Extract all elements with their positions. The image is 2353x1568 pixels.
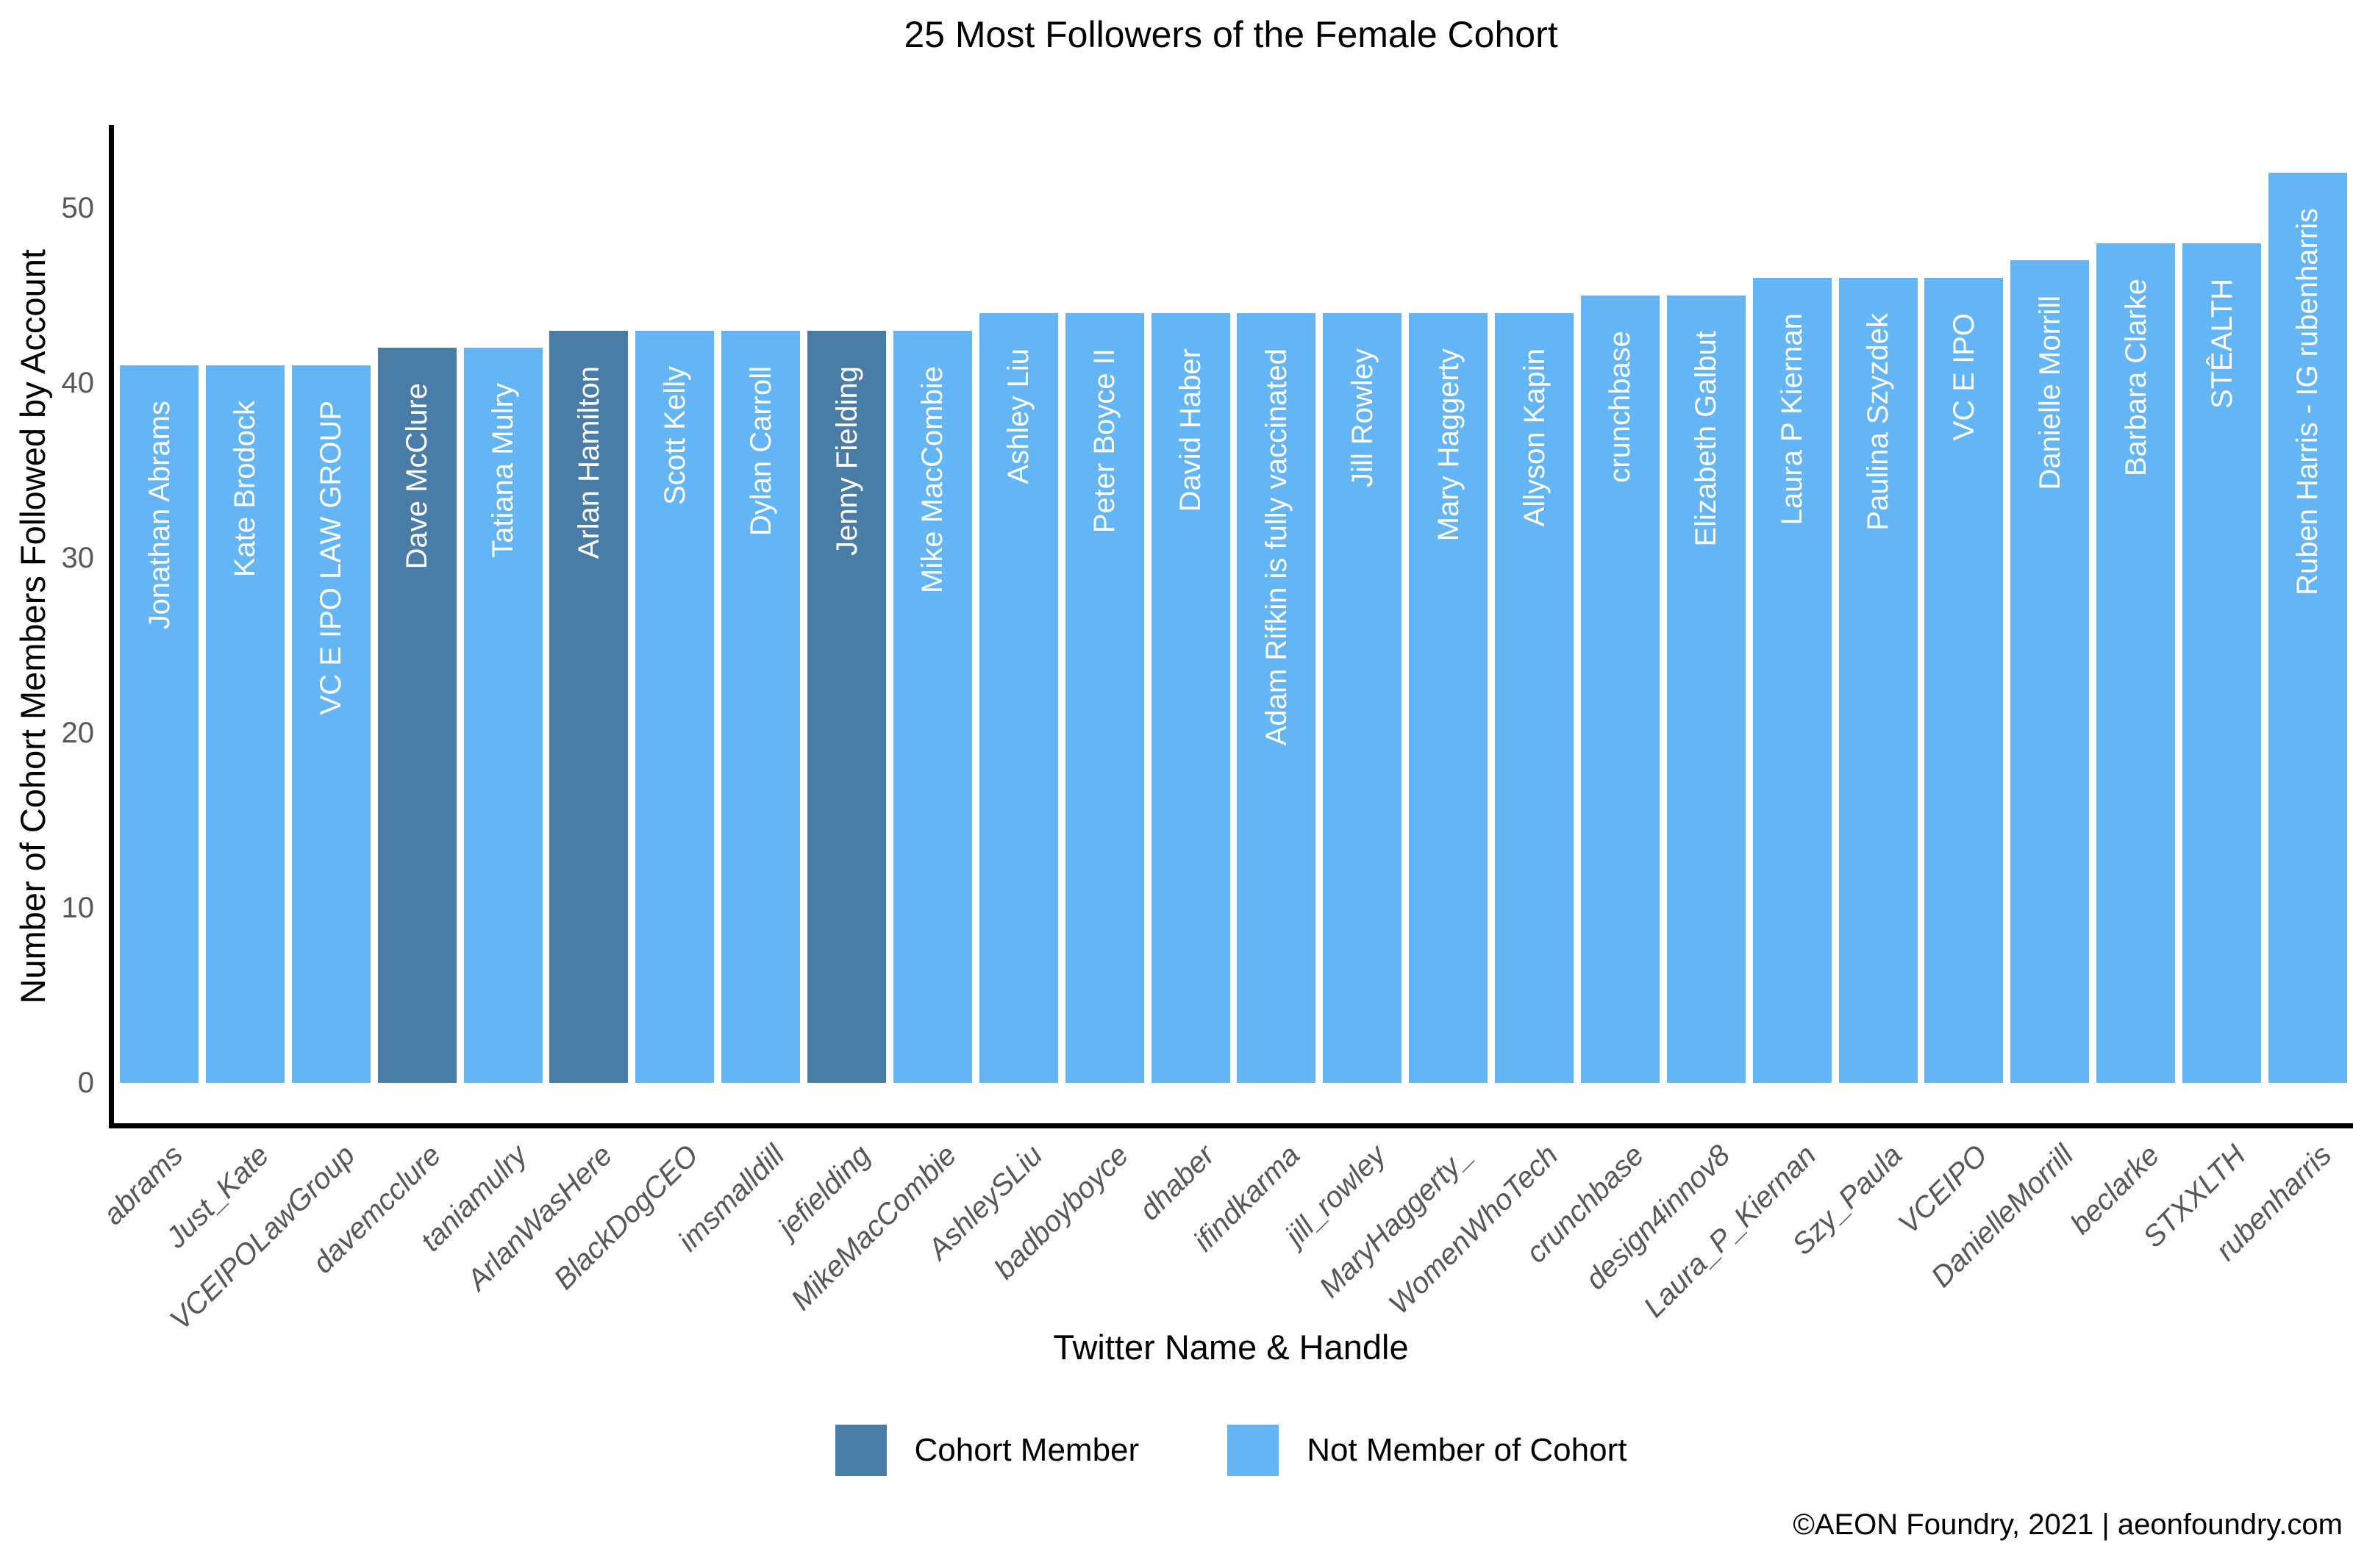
- bar-label: Jenny Fielding: [830, 366, 863, 556]
- bar-STXXLTH: STÊALTH: [2182, 243, 2261, 1083]
- bar-label: Danielle Morrill: [2033, 296, 2066, 490]
- bar-label: Mike MacCombie: [916, 366, 949, 593]
- bar-AshleySLiu: Ashley Liu: [979, 313, 1058, 1083]
- bar-label: Allyson Kapin: [1518, 348, 1551, 527]
- bar-MaryHaggerty_: Mary Haggerty: [1409, 313, 1488, 1083]
- bar-label: Arlan Hamilton: [572, 366, 605, 559]
- bar-crunchbase: crunchbase: [1580, 296, 1660, 1083]
- bar-Szy_Paula: Paulina Szyzdek: [1838, 278, 1918, 1083]
- bar-label: Tatiana Mulry: [487, 383, 519, 558]
- bar-label: STÊALTH: [2205, 279, 2238, 409]
- y-tick-label: 20: [61, 717, 95, 749]
- x-axis-title: Twitter Name & Handle: [1053, 1328, 1409, 1367]
- bar-label: VC Ε IPO LAW GROUP: [315, 401, 348, 715]
- bar-label: Peter Boyce II: [1088, 348, 1121, 534]
- bar-design4innov8: Elizabeth Galbut: [1666, 296, 1746, 1083]
- bar-ifindkarma: Adam Rifkin is fully vaccinated: [1237, 313, 1316, 1083]
- legend-item-not-member: Not Member of Cohort: [1227, 1425, 1627, 1476]
- bar-label: Mary Haggerty: [1432, 348, 1465, 542]
- attribution-footer: ©AEON Foundry, 2021 | aeonfoundry.com: [1793, 1508, 2343, 1541]
- bar-abrams: Jonathan Abrams: [120, 365, 199, 1083]
- bar-Laura_P_Kiernan: Laura P Kiernan: [1752, 278, 1832, 1083]
- y-tick-label: 0: [77, 1067, 94, 1099]
- bar-beclarke: Barbara Clarke: [2096, 243, 2176, 1083]
- legend-label: Not Member of Cohort: [1307, 1432, 1627, 1468]
- bar-taniamulry: Tatiana Mulry: [463, 348, 543, 1083]
- bar-badboyboyce: Peter Boyce II: [1065, 313, 1144, 1083]
- y-tick-label: 40: [61, 367, 95, 399]
- bar-label: Dave McClure: [401, 383, 434, 570]
- bar-VCEIPOLawGroup: VC Ε IPO LAW GROUP: [291, 365, 371, 1083]
- bar-label: David Haber: [1174, 348, 1207, 512]
- bar-WomenWhoTech: Allyson Kapin: [1495, 313, 1574, 1083]
- bar-label: Dylan Carroll: [744, 366, 777, 537]
- bar-label: Jill Rowley: [1346, 348, 1379, 487]
- bar-label: Adam Rifkin is fully vaccinated: [1260, 348, 1293, 746]
- bar-MikeMacCombie: Mike MacCombie: [893, 331, 972, 1083]
- bar-DanielleMorrill: Danielle Morrill: [2010, 260, 2090, 1083]
- bar-label: Ruben Harris - IG rubenharris: [2291, 208, 2324, 595]
- bar-label: Ashley Liu: [1002, 348, 1035, 484]
- y-tick-label: 50: [61, 192, 95, 224]
- bar-label: Barbara Clarke: [2119, 279, 2152, 477]
- plot-area: Jonathan Abrams Kate Brodock VC Ε IPO LAW …: [62, 125, 2353, 1336]
- bar-jefielding: Jenny Fielding: [807, 331, 886, 1083]
- legend-label: Cohort Member: [914, 1432, 1140, 1468]
- bar-dhaber: David Haber: [1151, 313, 1230, 1083]
- legend: Cohort Member Not Member of Cohort: [109, 1425, 2353, 1476]
- bar-davemcclure: Dave McClure: [377, 348, 457, 1083]
- bar-label: Elizabeth Galbut: [1690, 331, 1723, 547]
- legend-item-cohort-member: Cohort Member: [835, 1425, 1140, 1476]
- bar-label: Kate Brodock: [229, 401, 262, 578]
- bar-Just_Kate: Kate Brodock: [205, 365, 285, 1083]
- bar-imsmalldill: Dylan Carroll: [721, 331, 801, 1083]
- chart-title: 25 Most Followers of the Female Cohort: [904, 14, 1558, 55]
- bar-label: crunchbase: [1604, 331, 1637, 483]
- bar-label: Scott Kelly: [658, 366, 691, 505]
- bar-rubenharris: Ruben Harris - IG rubenharris: [2268, 173, 2347, 1083]
- bar-jill_rowley: Jill Rowley: [1323, 313, 1402, 1083]
- bar-VCEIPO: VC Ε IPO: [1924, 278, 2004, 1083]
- y-axis-title: Number of Cohort Members Followed by Acc…: [10, 125, 54, 1128]
- y-tick-label: 10: [61, 892, 95, 924]
- cohort-member-swatch-icon: [835, 1425, 887, 1476]
- bar-ArlanWasHere: Arlan Hamilton: [549, 331, 629, 1083]
- bar-label: Paulina Szyzdek: [1862, 313, 1894, 531]
- bar-BlackDogCEO: Scott Kelly: [635, 331, 715, 1083]
- bar-label: Jonathan Abrams: [143, 401, 176, 630]
- bar-label: Laura P Kiernan: [1776, 313, 1809, 526]
- bars-row: Jonathan Abrams Kate Brodock VC Ε IPO LAW …: [120, 125, 2347, 1083]
- not-member-swatch-icon: [1227, 1425, 1279, 1476]
- bar-label: VC Ε IPO: [1947, 313, 1980, 441]
- y-tick-label: 30: [61, 542, 95, 574]
